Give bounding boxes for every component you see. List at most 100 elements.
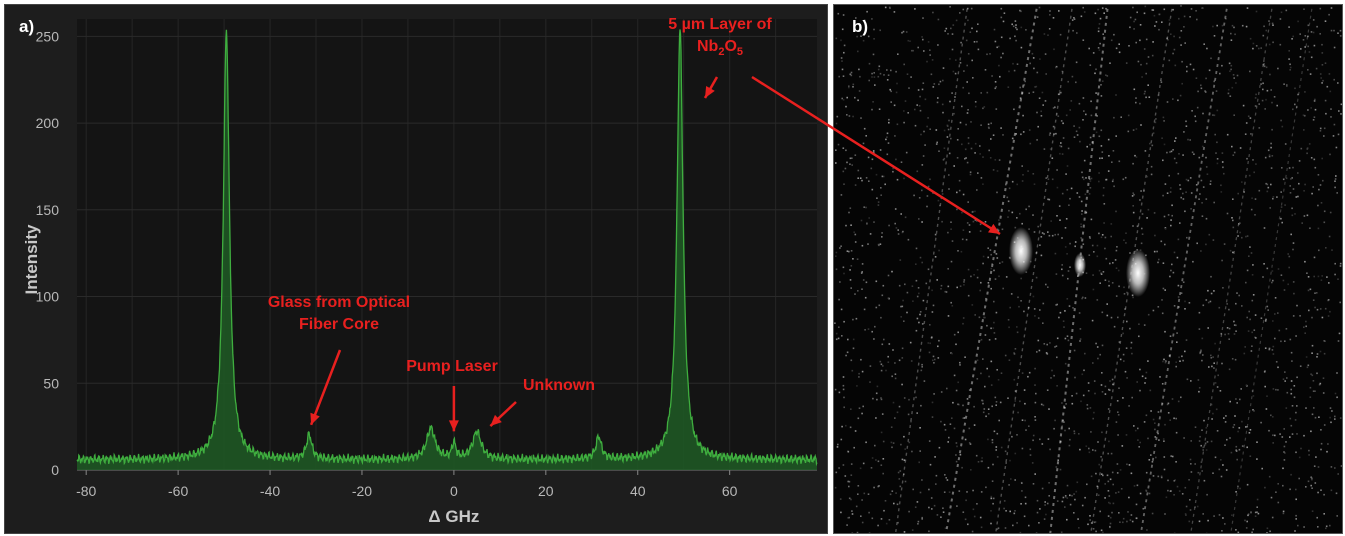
noise-dot: [934, 358, 936, 361]
noise-dot: [1269, 530, 1271, 533]
noise-dot: [1089, 515, 1091, 517]
noise-dot: [1042, 302, 1045, 305]
noise-dot: [1239, 231, 1241, 234]
noise-dot: [1115, 421, 1118, 423]
noise-dot: [1127, 130, 1130, 133]
noise-dot: [962, 322, 964, 325]
noise-dot: [1252, 264, 1254, 266]
noise-dot: [919, 491, 922, 494]
noise-dot: [1235, 398, 1237, 400]
noise-dot: [1327, 315, 1330, 317]
noise-dot: [1314, 482, 1317, 484]
noise-dot: [866, 10, 868, 13]
noise-dot: [871, 76, 873, 78]
noise-dot: [846, 250, 849, 252]
noise-dot: [881, 232, 883, 234]
noise-dot: [854, 154, 857, 156]
noise-dot: [944, 30, 946, 32]
noise-dot: [1314, 416, 1317, 419]
noise-dot: [1017, 296, 1019, 299]
noise-dot: [1101, 344, 1104, 347]
noise-dot: [1224, 523, 1226, 525]
noise-dot: [1000, 372, 1003, 374]
noise-dot: [1109, 262, 1111, 265]
noise-dot: [1319, 130, 1322, 132]
noise-dot: [1134, 18, 1137, 21]
noise-dot: [936, 279, 938, 281]
noise-dot: [1246, 157, 1248, 160]
noise-dot: [1249, 455, 1252, 457]
noise-dot: [841, 335, 843, 337]
noise-dot: [971, 530, 974, 533]
noise-dot: [868, 511, 870, 514]
noise-dot: [1144, 150, 1147, 152]
noise-dot: [1185, 514, 1187, 516]
noise-dot: [880, 363, 883, 366]
noise-dot: [1201, 337, 1204, 340]
noise-dot: [1128, 464, 1131, 466]
noise-dot: [995, 449, 997, 451]
noise-dot: [1216, 141, 1218, 144]
noise-dot: [1103, 222, 1105, 224]
noise-dot: [996, 191, 998, 194]
noise-dot: [1098, 463, 1100, 466]
noise-dot: [880, 187, 882, 189]
noise-dot: [1150, 454, 1152, 456]
noise-dot: [852, 318, 854, 321]
noise-dot: [1255, 163, 1257, 165]
noise-dot: [1100, 236, 1103, 239]
noise-dot: [1148, 492, 1151, 495]
noise-dot: [1052, 107, 1055, 109]
noise-dot: [1010, 478, 1012, 480]
noise-dot: [1290, 424, 1293, 427]
noise-dot: [1106, 474, 1109, 477]
noise-dot: [1182, 192, 1184, 195]
noise-dot: [963, 281, 965, 283]
noise-dot: [1149, 142, 1151, 145]
noise-dot: [1048, 408, 1050, 410]
noise-dot: [920, 369, 923, 372]
noise-dot: [890, 69, 892, 72]
noise-dot: [1161, 137, 1163, 139]
noise-dot: [873, 486, 875, 489]
noise-dot: [1189, 16, 1191, 18]
noise-dot: [1029, 62, 1031, 65]
noise-dot: [882, 458, 885, 460]
noise-dot: [1042, 104, 1044, 106]
noise-dot: [1078, 196, 1081, 198]
noise-dot: [987, 438, 989, 441]
noise-dot: [1313, 465, 1316, 467]
noise-dot: [1008, 187, 1011, 190]
noise-dot: [1139, 492, 1142, 495]
noise-dot: [1132, 129, 1135, 131]
noise-dot: [868, 532, 871, 533]
noise-dot: [1334, 186, 1336, 189]
noise-dot: [1261, 467, 1263, 470]
noise-dot: [1135, 517, 1138, 519]
noise-dot: [1204, 90, 1206, 92]
noise-dot: [1097, 494, 1100, 496]
noise-dot: [1086, 404, 1089, 406]
noise-dot: [987, 413, 990, 415]
noise-dot: [1308, 449, 1310, 452]
noise-dot: [848, 516, 850, 519]
noise-dot: [1222, 464, 1224, 466]
noise-dot: [935, 474, 938, 477]
noise-dot: [1202, 112, 1204, 115]
noise-dot: [1290, 351, 1293, 354]
noise-dot: [1275, 491, 1277, 493]
noise-dot: [908, 398, 910, 401]
noise-dot: [890, 101, 892, 103]
noise-dot: [1320, 202, 1323, 204]
noise-dot: [1253, 410, 1255, 412]
noise-dot: [1289, 436, 1291, 438]
noise-dot: [988, 127, 990, 129]
noise-dot: [906, 291, 909, 294]
noise-dot: [1090, 114, 1093, 117]
noise-dot: [1066, 518, 1068, 521]
noise-dot: [906, 311, 908, 314]
noise-dot: [1245, 25, 1248, 28]
noise-dot: [1132, 296, 1134, 299]
noise-dot: [1330, 29, 1333, 32]
noise-dot: [1101, 151, 1104, 153]
